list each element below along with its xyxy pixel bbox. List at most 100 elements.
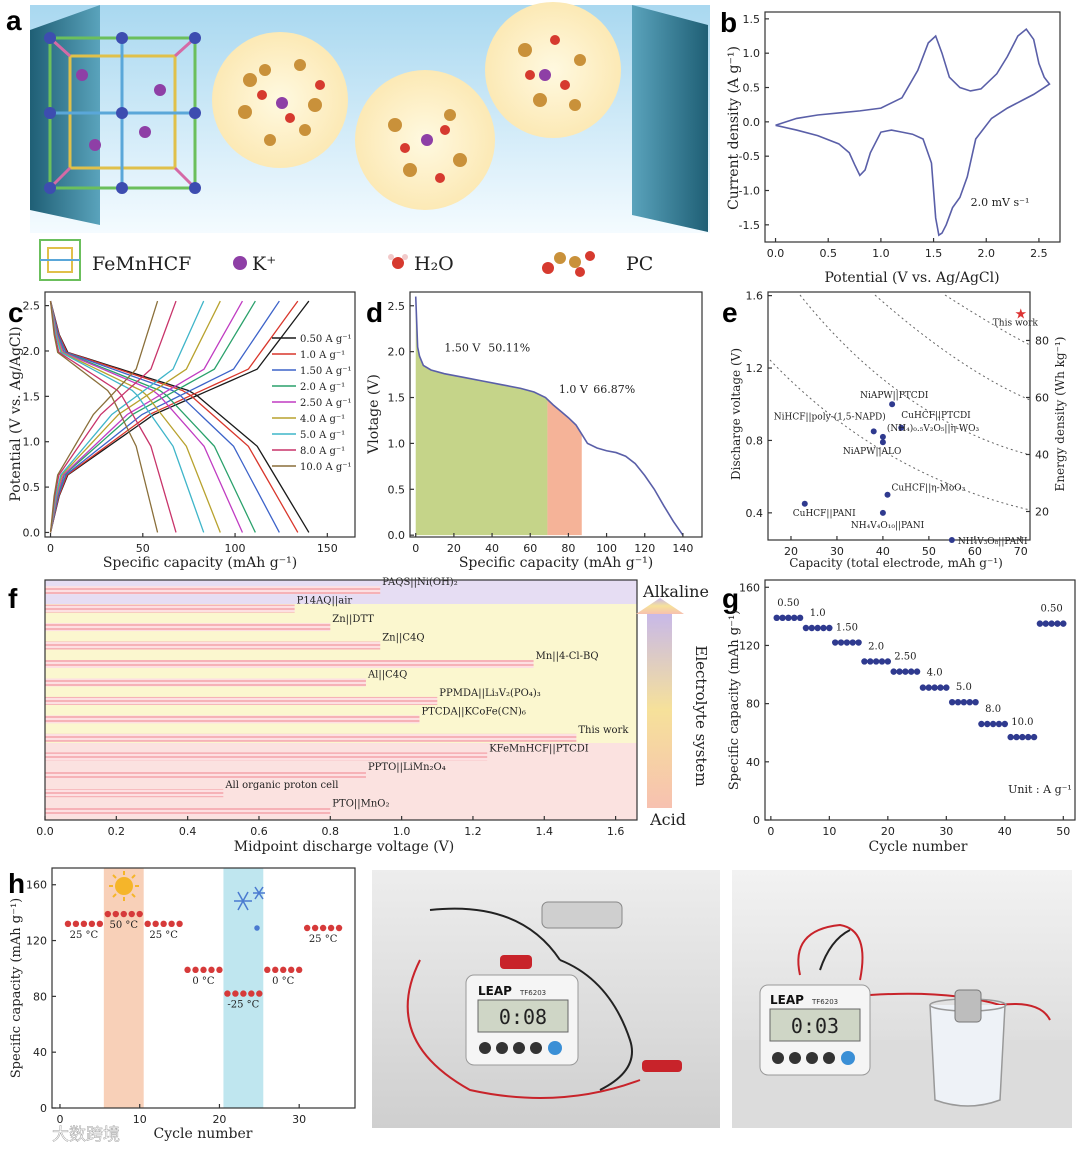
y-tick-label-d: 1.0 — [388, 437, 406, 450]
panel-e: e 20 30 40 50 60 70 0.4 0.8 1.2 1.6 20 40 60 80 ★This… — [722, 290, 1067, 570]
region-fill-0 — [415, 296, 548, 536]
rate-point-g — [960, 698, 968, 706]
point-label-e: NH₄V₃O₈||PANI — [958, 537, 1028, 547]
rate-point-g — [808, 624, 815, 632]
x-tick-label-f: 1.4 — [536, 825, 554, 838]
x-tick-label-f: 0.8 — [322, 825, 340, 838]
discharge-curve-8 — [49, 301, 159, 533]
rate-point-g — [779, 614, 786, 622]
femnhcf-nodes — [44, 32, 201, 194]
x-tick-label-f: 1.2 — [464, 825, 482, 838]
meter-brand-j: LEAP — [770, 993, 804, 1007]
y-tick-label-c: 1.0 — [23, 436, 41, 449]
x-tick-label-h: 30 — [292, 1113, 306, 1126]
y-tick-label-b: -0.5 — [739, 150, 760, 163]
alligator-clip — [541, 901, 623, 929]
snowflake-icon — [234, 886, 265, 931]
y-tick-label-g: 40 — [746, 756, 760, 769]
rate-point-g — [796, 614, 804, 622]
y-tick-label-b: -1.0 — [739, 185, 760, 198]
x-tick-label-f: 0.0 — [36, 825, 54, 838]
x-tick-label-e: 20 — [784, 545, 798, 558]
rate-point-g — [954, 698, 962, 706]
rate-point-g — [1030, 733, 1038, 741]
point-label-e: CuHCF||PANI — [793, 509, 856, 519]
rate-point-g — [849, 639, 856, 646]
temp-label-h: 0 °C — [272, 976, 295, 987]
scan-rate-annotation: 2.0 mV s⁻¹ — [971, 196, 1030, 209]
panel-label-g: g — [722, 583, 739, 614]
rate-label-g: 10.0 — [1011, 717, 1033, 728]
rate-point-g — [1036, 620, 1044, 627]
point-label-e: NH₄V₄O₁₀||PANI — [851, 521, 925, 531]
red-clip — [500, 955, 532, 969]
charge-curve-6 — [49, 300, 205, 533]
x-tick-label-f: 0.2 — [108, 825, 126, 838]
y-tick-label-g: 80 — [746, 698, 760, 711]
y-tick-label-b: 0.5 — [743, 82, 761, 95]
panel-h: h 0 10 20 30 0 40 80 120 160 25 °C 50 °C 25 °C 0 °C… — [8, 867, 356, 1142]
timer-device-i: LEAP TF6203 0:08 — [465, 974, 579, 1066]
x-tick-label-e: 30 — [830, 545, 844, 558]
rate-point-g — [995, 720, 1003, 728]
temp-label-h: 25 °C — [149, 930, 178, 941]
x-axis-label-f: Midpoint discharge voltage (V) — [234, 839, 454, 855]
red-wire-j-2 — [869, 992, 1051, 1021]
temp-label-h: 25 °C — [309, 934, 338, 945]
rate-point-g — [1054, 620, 1061, 627]
point-label-e: NiAPW||ALO — [843, 447, 901, 457]
rate-point-g — [925, 684, 932, 691]
rate-point-g — [1025, 733, 1032, 741]
bar-f — [45, 604, 295, 613]
rate-point-g — [861, 658, 868, 665]
charge-curve-4 — [49, 300, 244, 533]
y-axis-label-g: Specific capacity (mAh g⁻¹) — [727, 610, 742, 790]
x-axis-label-c: Specific capacity (mAh g⁻¹) — [103, 555, 297, 571]
temp-point-h — [176, 920, 183, 928]
y-tick-label-b: -1.5 — [739, 219, 760, 232]
rate-point-g — [902, 668, 909, 675]
x-tick-label-d: 100 — [596, 542, 617, 555]
y-tick-label-h: 160 — [26, 879, 47, 892]
bar-label-f: Zn||C4Q — [382, 633, 424, 644]
temp-point-h — [208, 966, 215, 974]
bar-label-f: Al||C4Q — [367, 669, 407, 680]
discharge-curve-4 — [49, 300, 244, 533]
panel-label-e: e — [722, 297, 738, 328]
temp-point-h — [96, 920, 104, 928]
temp-label-h: 0 °C — [192, 976, 215, 987]
acid-label: Acid — [649, 810, 686, 829]
panel-j: j LEAP TF6203 0:03 — [732, 870, 1072, 1128]
temp-point-h — [72, 920, 80, 928]
y-tick-label-d: 0.5 — [388, 483, 406, 496]
solvation-bubbles — [212, 2, 621, 210]
plot-frame-e — [767, 291, 1031, 541]
panel-c: c 0 50 100 150 0.0 0.5 1.0 1.5 2.0 2.5 0.50 A g⁻¹… — [8, 291, 356, 571]
charge-curve-8 — [49, 300, 159, 533]
timer-device-j: LEAP TF6203 0:03 — [759, 984, 871, 1076]
x-tick-label-g: 0 — [767, 825, 774, 838]
bar-label-f: Zn||DTT — [332, 614, 374, 625]
x-axis-label-b: Potential (V vs. Ag/AgCl) — [824, 270, 999, 286]
k-ions — [76, 69, 166, 151]
x-tick-label-c: 100 — [225, 542, 246, 555]
y2-tick-label-e: 60 — [1035, 391, 1049, 404]
bar-label-f: Mn||4-Cl-BQ — [536, 651, 599, 662]
rate-label-g: 2.50 — [894, 652, 916, 663]
x-axis-label-e: Capacity (total electrode, mAh g⁻¹) — [789, 556, 1003, 570]
x-axis-label-d: Specific capacity (mAh g⁻¹) — [459, 555, 653, 571]
temp-point-h — [144, 920, 151, 928]
temp-point-h — [200, 966, 207, 974]
rate-label-g: 0.50 — [777, 598, 799, 609]
rate-point-g — [820, 624, 827, 632]
panel-label-b: b — [720, 7, 737, 38]
temp-point-h — [80, 920, 88, 928]
bar-f — [45, 789, 224, 798]
region-2-voltage: 1.0 V — [559, 383, 589, 396]
temp-point-h — [288, 966, 295, 974]
y-tick-label-g: 120 — [739, 639, 760, 652]
x-tick-label-f: 1.0 — [393, 825, 411, 838]
x-axis-label-h: Cycle number — [154, 1126, 253, 1142]
bar-label-f: PAQS||Ni(OH)₂ — [382, 577, 458, 588]
temp-point-h — [311, 924, 319, 932]
